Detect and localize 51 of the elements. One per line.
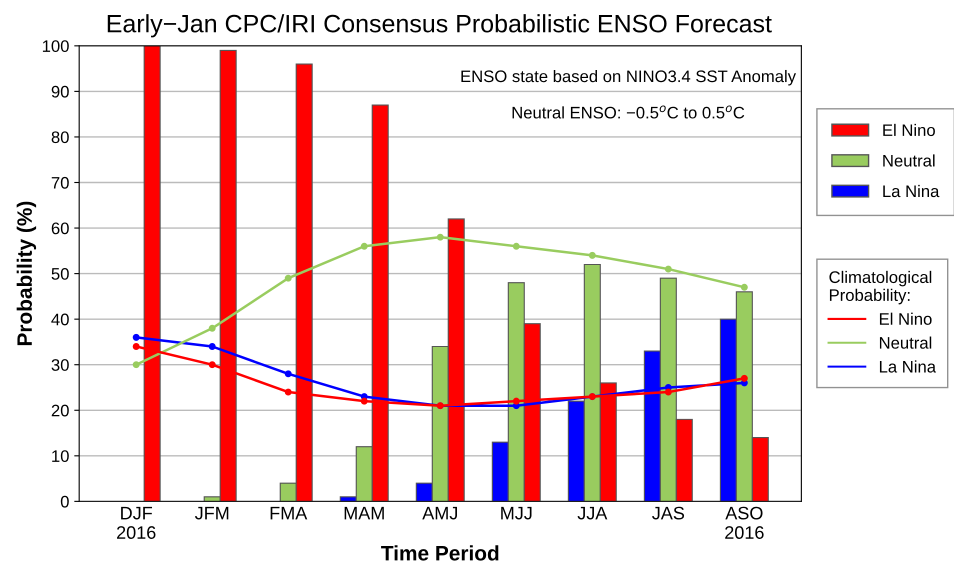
y-tick-label: 80: [52, 131, 69, 144]
point: [284, 388, 292, 396]
x-tick-label: AMJ: [422, 506, 457, 520]
point: [284, 274, 292, 282]
y-tick-label: 90: [52, 86, 69, 98]
x-tick-label: MAM: [344, 506, 384, 520]
point: [132, 361, 140, 368]
point: [132, 334, 140, 341]
x-tick-label: JAS: [652, 506, 684, 520]
x-tick-label: ASO 2016: [725, 506, 764, 539]
point: [664, 388, 672, 396]
point: [740, 284, 748, 291]
point: [360, 242, 368, 250]
point: [740, 374, 748, 382]
x-tick-label: DJF 2016: [117, 506, 156, 539]
y-tick-label: 10: [52, 450, 69, 462]
point: [208, 324, 216, 332]
point: [512, 398, 520, 405]
x-tick-label: MJJ: [501, 506, 532, 520]
x-tick-label: JFM: [194, 506, 228, 520]
legend-label: Neutral: [880, 336, 932, 349]
y-tick-label: 70: [52, 176, 69, 189]
legend-title: Climatological Probability:: [829, 270, 932, 304]
point: [664, 266, 672, 273]
y-tick-label: 60: [52, 222, 69, 234]
y-tick-label: 100: [42, 40, 69, 52]
chart-title: Early−Jan CPC/IRI Consensus Probabilistic ENSO Forecast: [108, 14, 772, 38]
point: [284, 370, 292, 378]
y-axis-title: Probability (%): [16, 202, 36, 346]
x-axis-title: Time Period: [381, 545, 498, 561]
point: [512, 242, 520, 250]
annotation: ENSO state based on NINO3.4 SST Anomaly: [461, 70, 796, 86]
point: [208, 343, 216, 350]
point: [588, 252, 596, 259]
y-tick-label: 20: [52, 404, 69, 416]
legend-label: El Nino: [880, 312, 932, 325]
legend-label: La Nina: [883, 184, 940, 198]
annotation: Neutral ENSO: −0.5$^{o}$C to 0.5$^{o}$C: [512, 105, 744, 119]
point: [360, 398, 368, 405]
point: [208, 361, 216, 368]
legend-label: El Nino: [883, 124, 935, 136]
y-tick-label: 50: [52, 268, 69, 280]
y-tick-label: 0: [60, 496, 69, 508]
x-tick-label: JJA: [578, 506, 608, 520]
legend-label: Neutral: [883, 154, 935, 167]
x-tick-label: FMA: [270, 506, 308, 520]
legend-label: La Nina: [880, 360, 936, 373]
point: [132, 343, 140, 350]
y-tick-label: 40: [51, 314, 69, 326]
y-tick-label: 30: [52, 359, 69, 371]
point: [436, 234, 444, 241]
